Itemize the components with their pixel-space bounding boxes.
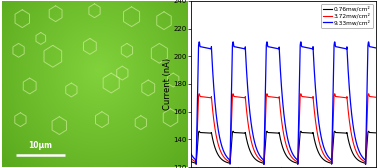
0.76mw/cm²: [189, 160, 193, 162]
9.33mw/cm²: [332, 41, 337, 43]
3.72mw/cm²: [336, 96, 340, 98]
3.72mw/cm²: [374, 96, 378, 98]
0.76mw/cm²: [198, 132, 203, 134]
3.72mw/cm²: [256, 156, 260, 158]
3.72mw/cm²: [363, 163, 368, 165]
3.72mw/cm²: [332, 93, 337, 95]
9.33mw/cm²: [298, 42, 303, 44]
0.76mw/cm²: [256, 160, 260, 162]
3.72mw/cm²: [298, 93, 303, 95]
3.72mw/cm²: [306, 96, 311, 98]
0.76mw/cm²: [298, 131, 303, 133]
0.76mw/cm²: [332, 130, 337, 132]
0.76mw/cm²: [306, 132, 311, 134]
9.33mw/cm²: [336, 46, 340, 48]
0.76mw/cm²: [363, 163, 368, 165]
9.33mw/cm²: [363, 163, 368, 165]
Line: 3.72mw/cm²: 3.72mw/cm²: [191, 94, 376, 164]
9.33mw/cm²: [256, 151, 260, 153]
0.76mw/cm²: [374, 132, 378, 134]
9.33mw/cm²: [189, 153, 193, 155]
9.33mw/cm²: [326, 156, 330, 158]
3.72mw/cm²: [189, 157, 193, 159]
3.72mw/cm²: [198, 95, 203, 97]
Line: 0.76mw/cm²: 0.76mw/cm²: [191, 131, 376, 164]
0.76mw/cm²: [326, 161, 330, 163]
9.33mw/cm²: [198, 46, 203, 48]
Text: 10μm: 10μm: [28, 141, 52, 150]
Y-axis label: Current (nA): Current (nA): [163, 58, 172, 110]
9.33mw/cm²: [374, 47, 378, 49]
Line: 9.33mw/cm²: 9.33mw/cm²: [191, 42, 376, 164]
Legend: 0.76mw/cm², 3.72mw/cm², 9.33mw/cm²: 0.76mw/cm², 3.72mw/cm², 9.33mw/cm²: [321, 4, 373, 28]
3.72mw/cm²: [326, 159, 330, 161]
0.76mw/cm²: [336, 132, 340, 134]
9.33mw/cm²: [306, 47, 311, 49]
